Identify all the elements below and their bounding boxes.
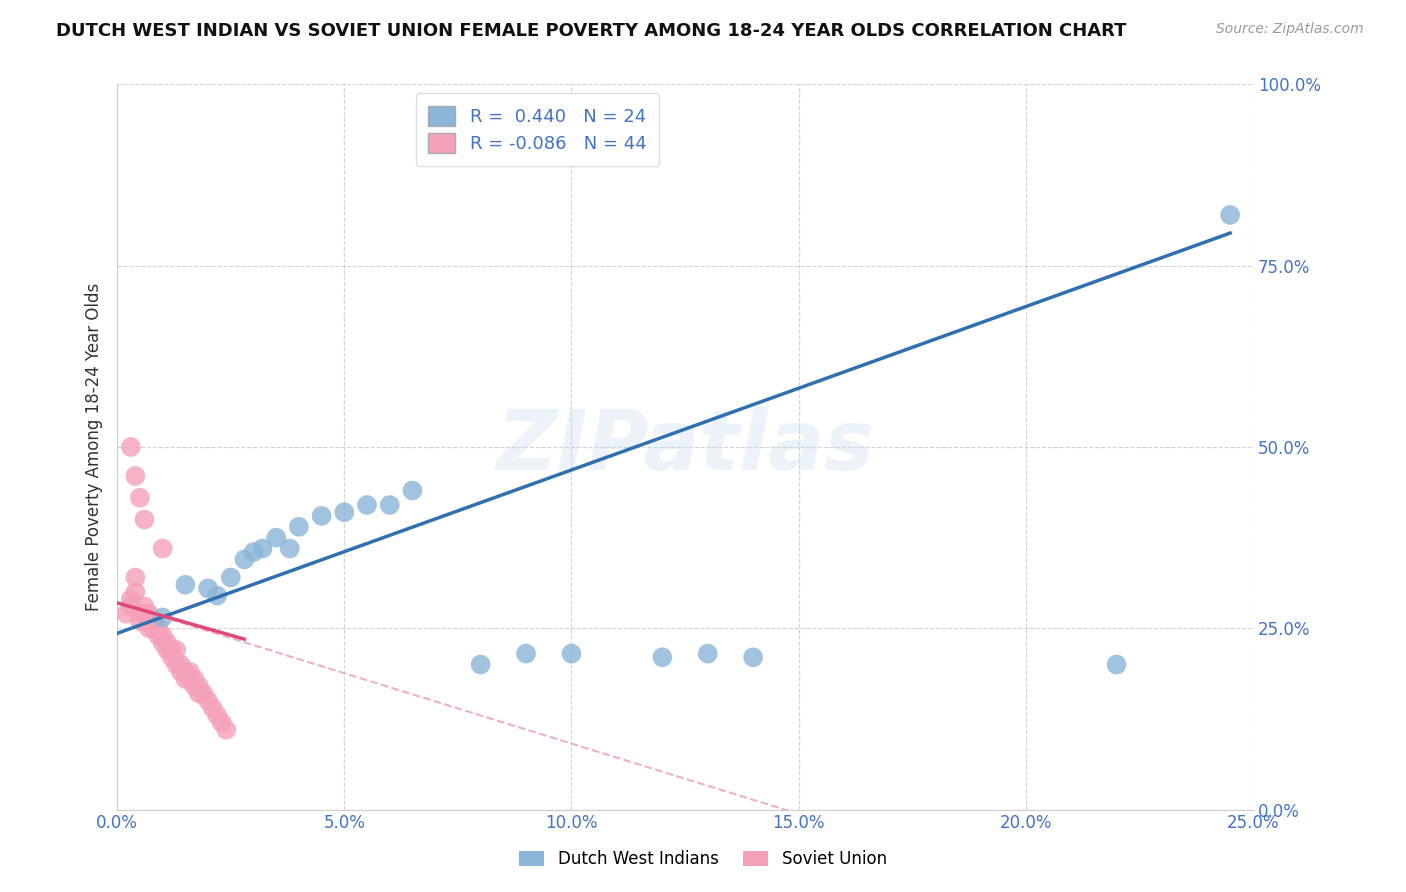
Point — [174, 672, 197, 686]
Point — [651, 650, 673, 665]
Text: DUTCH WEST INDIAN VS SOVIET UNION FEMALE POVERTY AMONG 18-24 YEAR OLDS CORRELATI: DUTCH WEST INDIAN VS SOVIET UNION FEMALE… — [56, 22, 1126, 40]
Point — [134, 607, 156, 621]
Point — [278, 541, 301, 556]
Point — [129, 614, 152, 628]
Point — [129, 607, 152, 621]
Text: Source: ZipAtlas.com: Source: ZipAtlas.com — [1216, 22, 1364, 37]
Point — [146, 621, 169, 635]
Point — [197, 582, 219, 596]
Legend: Dutch West Indians, Soviet Union: Dutch West Indians, Soviet Union — [513, 844, 893, 875]
Point — [378, 498, 401, 512]
Point — [120, 440, 142, 454]
Point — [156, 643, 179, 657]
Point — [179, 672, 201, 686]
Point — [138, 621, 160, 635]
Text: ZIPatlas: ZIPatlas — [496, 407, 875, 488]
Point — [183, 672, 205, 686]
Point — [120, 592, 142, 607]
Point — [288, 520, 311, 534]
Point — [152, 636, 174, 650]
Point — [129, 491, 152, 505]
Point — [170, 657, 193, 672]
Point — [183, 679, 205, 693]
Point — [156, 636, 179, 650]
Point — [1105, 657, 1128, 672]
Point — [252, 541, 274, 556]
Point — [115, 607, 138, 621]
Point — [170, 665, 193, 679]
Point — [142, 621, 165, 635]
Point — [165, 657, 187, 672]
Point — [311, 508, 333, 523]
Point — [233, 552, 256, 566]
Point — [134, 512, 156, 526]
Point — [219, 570, 242, 584]
Point — [188, 686, 211, 700]
Point — [197, 694, 219, 708]
Legend: R =  0.440   N = 24, R = -0.086   N = 44: R = 0.440 N = 24, R = -0.086 N = 44 — [416, 94, 659, 166]
Point — [134, 599, 156, 614]
Point — [470, 657, 492, 672]
Point — [356, 498, 378, 512]
Point — [152, 610, 174, 624]
Y-axis label: Female Poverty Among 18-24 Year Olds: Female Poverty Among 18-24 Year Olds — [86, 283, 103, 611]
Point — [205, 589, 228, 603]
Point — [264, 531, 287, 545]
Point — [560, 647, 582, 661]
Point — [124, 469, 146, 483]
Point — [138, 607, 160, 621]
Point — [193, 686, 215, 700]
Point — [515, 647, 537, 661]
Point — [242, 545, 264, 559]
Point — [160, 650, 183, 665]
Point — [174, 578, 197, 592]
Point — [179, 665, 201, 679]
Point — [152, 628, 174, 642]
Point — [696, 647, 718, 661]
Point — [742, 650, 765, 665]
Point — [201, 701, 224, 715]
Point — [1219, 208, 1241, 222]
Point — [215, 723, 238, 737]
Point — [401, 483, 423, 498]
Point — [124, 585, 146, 599]
Point — [120, 599, 142, 614]
Point — [142, 614, 165, 628]
Point — [160, 643, 183, 657]
Point — [146, 628, 169, 642]
Point — [165, 643, 187, 657]
Point — [205, 708, 228, 723]
Point — [211, 715, 233, 730]
Point — [174, 665, 197, 679]
Point — [152, 541, 174, 556]
Point — [333, 505, 356, 519]
Point — [188, 679, 211, 693]
Point — [124, 570, 146, 584]
